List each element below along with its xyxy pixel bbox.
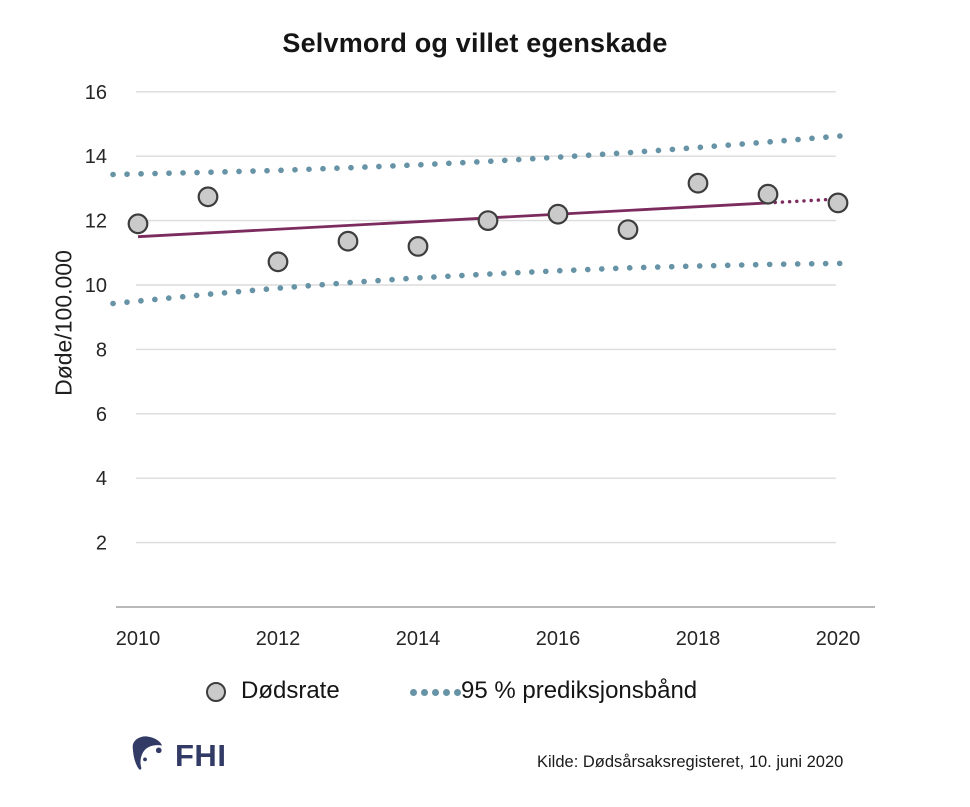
y-tick-label-4: 4 — [96, 468, 107, 490]
legend-band-label: 95 % prediksjonsbånd — [461, 677, 698, 704]
x-tick-label-2020: 2020 — [816, 628, 861, 650]
x-tick-label-2016: 2016 — [536, 628, 581, 650]
data-point-2016 — [547, 203, 569, 225]
x-tick-label-2018: 2018 — [676, 628, 721, 650]
source-text: Kilde: Dødsårsaksregisteret, 10. juni 20… — [537, 753, 844, 771]
data-point-2014 — [407, 235, 429, 257]
data-point-2020 — [827, 192, 849, 214]
data-point-2019 — [757, 183, 779, 205]
legend-band-marker-icon — [410, 689, 461, 696]
data-point-2010 — [127, 213, 149, 235]
data-point-2018 — [687, 172, 709, 194]
prediction-band-lower — [110, 260, 848, 307]
legend-dodsrate-marker-icon — [206, 682, 226, 702]
fhi-logo: FHI — [130, 735, 226, 777]
y-tick-label-2: 2 — [96, 533, 107, 555]
y-tick-label-12: 12 — [85, 211, 107, 233]
data-point-2013 — [337, 230, 359, 252]
x-tick-label-2012: 2012 — [256, 628, 301, 650]
plot-area: 2 4 6 8 10 12 14 16 2010 2012 2014 2016 2018 2020 — [85, 82, 875, 650]
trend-projection — [766, 197, 840, 205]
y-tick-label-8: 8 — [96, 339, 107, 361]
fhi-logo-text: FHI — [175, 738, 227, 773]
y-tick-label-6: 6 — [96, 404, 107, 426]
x-tick-label-2014: 2014 — [396, 628, 441, 650]
chart-title: Selvmord og villet egenskade — [282, 28, 668, 58]
data-point-2011 — [197, 186, 219, 208]
data-point-2015 — [477, 210, 499, 232]
fhi-swoosh-icon — [132, 736, 163, 770]
x-tick-label-2010: 2010 — [116, 628, 161, 650]
trend-line — [137, 201, 769, 239]
prediction-band-upper — [110, 132, 848, 178]
legend: Dødsrate 95 % prediksjonsbånd — [0, 670, 970, 718]
y-tick-label-16: 16 — [85, 82, 107, 104]
legend-dodsrate-label: Dødsrate — [241, 677, 340, 704]
y-tick-label-10: 10 — [85, 275, 107, 297]
data-point-2017 — [617, 219, 639, 241]
data-point-2012 — [267, 251, 289, 273]
y-tick-label-14: 14 — [85, 146, 107, 168]
